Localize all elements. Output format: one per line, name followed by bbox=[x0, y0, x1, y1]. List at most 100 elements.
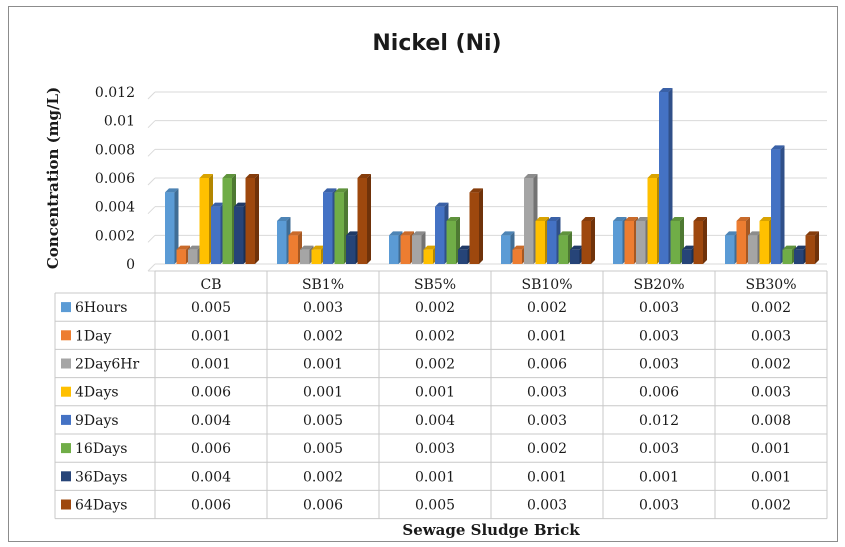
gridline-depth bbox=[147, 91, 156, 100]
data-label: 0.006 bbox=[191, 498, 231, 514]
bar-top-4Days-CB bbox=[199, 174, 213, 178]
gridline-depth bbox=[147, 263, 156, 272]
bar-4Days-SB10% bbox=[535, 221, 545, 264]
bar-64Days-SB1% bbox=[357, 178, 367, 264]
bar-1Day-SB30% bbox=[736, 221, 746, 264]
bar-side-64Days-CB bbox=[255, 174, 259, 264]
legend-label: 4Days bbox=[75, 385, 119, 401]
gridline-depth bbox=[147, 148, 156, 157]
bar-9Days-CB bbox=[211, 206, 221, 264]
x-tick-label: SB30% bbox=[746, 277, 797, 293]
data-label: 0.002 bbox=[527, 300, 567, 316]
data-label: 0.004 bbox=[415, 413, 455, 429]
x-tick-label: CB bbox=[201, 277, 222, 293]
bar-4Days-SB30% bbox=[759, 221, 769, 264]
bar-64Days-CB bbox=[245, 178, 255, 264]
data-label: 0.003 bbox=[639, 357, 679, 373]
bar-top-1Day-SB5% bbox=[400, 231, 414, 236]
bar-top-64Days-SB30% bbox=[805, 231, 819, 236]
y-tick-label: 0.01 bbox=[104, 114, 135, 130]
bar-1Day-SB20% bbox=[624, 221, 634, 264]
gridline-depth bbox=[147, 234, 156, 243]
data-label: 0.006 bbox=[639, 385, 679, 401]
bar-6Hours-SB20% bbox=[613, 221, 623, 264]
data-label: 0.002 bbox=[527, 441, 567, 457]
legend-label: 1Day bbox=[75, 328, 111, 344]
bar-top-2Day6Hr-SB30% bbox=[748, 231, 762, 236]
data-label: 0.001 bbox=[751, 441, 791, 457]
bar-2Day6Hr-CB bbox=[188, 249, 198, 264]
legend-label: 9Days bbox=[75, 413, 119, 429]
data-label: 0.001 bbox=[415, 385, 455, 401]
data-label: 0.002 bbox=[415, 357, 455, 373]
bar-6Hours-SB10% bbox=[501, 235, 511, 264]
bar-9Days-SB5% bbox=[435, 206, 445, 264]
legend-key-16Days bbox=[61, 443, 71, 454]
bar-16Days-CB bbox=[222, 178, 232, 264]
bar-36Days-SB20% bbox=[682, 249, 692, 264]
bar-2Day6Hr-SB10% bbox=[524, 178, 534, 264]
bar-top-9Days-SB30% bbox=[771, 145, 785, 150]
bar-4Days-SB1% bbox=[311, 249, 321, 264]
bar-top-16Days-SB30% bbox=[782, 245, 796, 250]
data-label: 0.001 bbox=[191, 328, 231, 344]
bar-top-64Days-SB10% bbox=[581, 217, 595, 221]
gridline-depth bbox=[147, 120, 156, 129]
bar-top-64Days-CB bbox=[245, 174, 259, 178]
data-label: 0.006 bbox=[527, 357, 567, 373]
data-label: 0.003 bbox=[527, 385, 567, 401]
bar-side-9Days-SB30% bbox=[780, 145, 785, 264]
legend-label: 64Days bbox=[75, 498, 127, 514]
bar-1Day-SB5% bbox=[400, 235, 410, 264]
data-label: 0.001 bbox=[303, 385, 343, 401]
bar-top-16Days-SB10% bbox=[558, 231, 572, 236]
data-label: 0.001 bbox=[639, 469, 679, 485]
bar-4Days-SB20% bbox=[647, 178, 657, 264]
data-label: 0.003 bbox=[527, 413, 567, 429]
bar-top-2Day6Hr-SB5% bbox=[412, 231, 426, 236]
data-label: 0.001 bbox=[415, 469, 455, 485]
bar-top-2Day6Hr-SB1% bbox=[300, 245, 314, 250]
bar-top-64Days-SB5% bbox=[469, 188, 483, 193]
data-label: 0.001 bbox=[303, 357, 343, 373]
bar-36Days-SB5% bbox=[458, 249, 468, 264]
bar-2Day6Hr-SB5% bbox=[412, 235, 422, 264]
y-tick-label: 0.006 bbox=[95, 171, 135, 187]
data-label: 0.003 bbox=[751, 385, 791, 401]
data-label: 0.003 bbox=[639, 498, 679, 514]
data-label: 0.003 bbox=[639, 300, 679, 316]
bar-top-2Day6Hr-SB10% bbox=[524, 174, 538, 178]
data-label: 0.003 bbox=[751, 328, 791, 344]
data-label: 0.002 bbox=[751, 357, 791, 373]
bar-top-9Days-SB10% bbox=[547, 217, 561, 221]
legend-key-4Days bbox=[61, 386, 71, 397]
bar-side-6Hours-CB bbox=[174, 188, 179, 264]
data-label: 0.003 bbox=[415, 441, 455, 457]
bar-2Day6Hr-SB20% bbox=[636, 221, 646, 264]
data-label: 0.003 bbox=[639, 328, 679, 344]
bar-36Days-SB10% bbox=[570, 249, 580, 264]
bar-64Days-SB20% bbox=[693, 221, 703, 264]
y-axis-title: Concentration (mg/L) bbox=[44, 87, 62, 269]
data-label: 0.002 bbox=[303, 328, 343, 344]
legend-label: 36Days bbox=[75, 469, 127, 485]
bar-top-4Days-SB10% bbox=[535, 217, 549, 221]
gridline-depth bbox=[147, 206, 156, 215]
bar-9Days-SB1% bbox=[323, 192, 333, 264]
bar-side-64Days-SB1% bbox=[367, 174, 371, 264]
data-label: 0.003 bbox=[639, 441, 679, 457]
bar-top-36Days-SB20% bbox=[682, 245, 696, 250]
bar-1Day-SB10% bbox=[512, 249, 522, 264]
bar-side-64Days-SB20% bbox=[703, 217, 707, 264]
bar-top-4Days-SB30% bbox=[759, 217, 773, 221]
legend-key-6Hours bbox=[61, 302, 71, 313]
data-label: 0.002 bbox=[751, 300, 791, 316]
bar-top-9Days-SB1% bbox=[323, 188, 337, 193]
data-label: 0.003 bbox=[303, 300, 343, 316]
bar-top-36Days-SB10% bbox=[570, 245, 584, 250]
chart-title: Nickel (Ni) bbox=[372, 31, 501, 56]
legend-label: 6Hours bbox=[75, 300, 127, 316]
data-label: 0.001 bbox=[527, 469, 567, 485]
bar-top-6Hours-SB30% bbox=[725, 231, 739, 236]
